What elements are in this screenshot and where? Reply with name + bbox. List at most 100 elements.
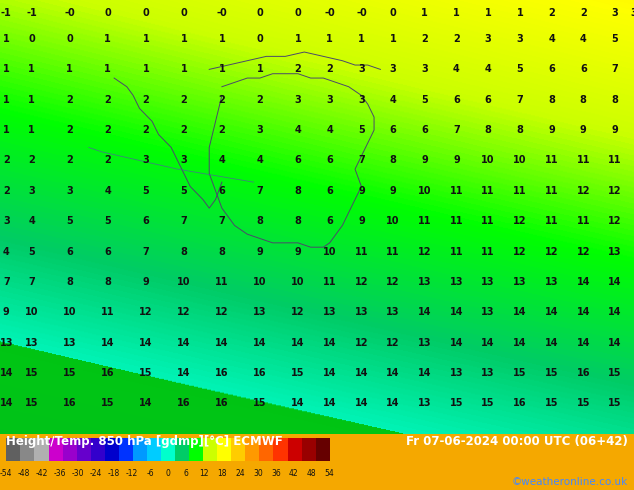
Text: 9: 9: [453, 155, 460, 166]
Text: 11: 11: [545, 216, 559, 226]
Text: 10: 10: [63, 307, 77, 317]
Text: 3: 3: [143, 155, 149, 166]
Text: -0: -0: [217, 8, 227, 18]
Text: 5: 5: [29, 246, 35, 257]
Text: 8: 8: [257, 216, 263, 226]
Text: 13: 13: [354, 307, 368, 317]
Text: 0: 0: [105, 8, 111, 18]
Text: 14: 14: [545, 307, 559, 317]
Text: 11: 11: [450, 246, 463, 257]
Text: 6: 6: [548, 64, 555, 74]
Text: 2: 2: [29, 155, 35, 166]
Text: 2: 2: [219, 125, 225, 135]
Bar: [147, 438, 161, 461]
Text: 7: 7: [29, 277, 35, 287]
Text: 14: 14: [291, 398, 305, 408]
Text: 16: 16: [215, 368, 229, 378]
Text: 11: 11: [354, 246, 368, 257]
Text: 3: 3: [612, 8, 618, 18]
Text: 11: 11: [481, 186, 495, 196]
Text: 6: 6: [422, 125, 428, 135]
Text: 13: 13: [63, 338, 77, 347]
Text: -54: -54: [0, 468, 13, 478]
Text: 1: 1: [181, 34, 187, 44]
Text: 2: 2: [257, 95, 263, 105]
Text: 14: 14: [101, 338, 115, 347]
Text: 13: 13: [323, 307, 337, 317]
Text: 10: 10: [418, 186, 432, 196]
Text: 8: 8: [219, 246, 225, 257]
Bar: [189, 438, 203, 461]
Text: 8: 8: [485, 125, 491, 135]
Text: 10: 10: [25, 307, 39, 317]
Text: 13: 13: [0, 338, 13, 347]
Text: 16: 16: [576, 368, 590, 378]
Text: 3: 3: [3, 216, 10, 226]
Text: 14: 14: [253, 338, 267, 347]
Text: 15: 15: [513, 368, 527, 378]
Text: -48: -48: [18, 468, 30, 478]
Text: 10: 10: [481, 155, 495, 166]
Text: 13: 13: [545, 277, 559, 287]
Text: 14: 14: [177, 338, 191, 347]
Text: 8: 8: [580, 95, 586, 105]
Bar: [231, 438, 245, 461]
Text: 5: 5: [612, 34, 618, 44]
Text: 18: 18: [217, 468, 226, 478]
Text: 5: 5: [181, 186, 187, 196]
Text: 16: 16: [513, 398, 527, 408]
Text: 14: 14: [513, 307, 527, 317]
Text: 12: 12: [418, 246, 432, 257]
Bar: [316, 438, 330, 461]
Bar: [77, 438, 91, 461]
Text: 2: 2: [181, 95, 187, 105]
Bar: [245, 438, 259, 461]
Text: 1: 1: [219, 34, 225, 44]
Bar: [105, 438, 119, 461]
Text: 3: 3: [295, 95, 301, 105]
Text: -24: -24: [90, 468, 102, 478]
Text: -12: -12: [126, 468, 138, 478]
Text: 14: 14: [418, 307, 432, 317]
Text: 14: 14: [291, 338, 305, 347]
Text: 5: 5: [143, 186, 149, 196]
Text: 24: 24: [235, 468, 245, 478]
Text: 12: 12: [576, 246, 590, 257]
Text: 16: 16: [177, 398, 191, 408]
Text: 11: 11: [608, 155, 622, 166]
Text: 14: 14: [323, 398, 337, 408]
Text: 6: 6: [453, 95, 460, 105]
Text: 8: 8: [295, 216, 301, 226]
Text: 2: 2: [105, 95, 111, 105]
Bar: [133, 438, 147, 461]
Text: 5: 5: [67, 216, 73, 226]
Text: 3: 3: [630, 8, 634, 18]
Text: 9: 9: [358, 186, 365, 196]
Text: 14: 14: [354, 398, 368, 408]
Text: 11: 11: [481, 216, 495, 226]
Text: -36: -36: [54, 468, 67, 478]
Text: 1: 1: [143, 34, 149, 44]
Text: 4: 4: [295, 125, 301, 135]
Bar: [217, 438, 231, 461]
Text: 10: 10: [323, 246, 337, 257]
Bar: [175, 438, 189, 461]
Text: 1: 1: [181, 64, 187, 74]
Bar: [20, 438, 34, 461]
Text: 1: 1: [453, 8, 460, 18]
Text: 11: 11: [576, 155, 590, 166]
Text: 2: 2: [3, 155, 10, 166]
Text: 6: 6: [143, 216, 149, 226]
Text: 12: 12: [608, 216, 622, 226]
Text: 1: 1: [67, 64, 73, 74]
Text: 1: 1: [485, 8, 491, 18]
Text: 7: 7: [358, 155, 365, 166]
Text: 6: 6: [580, 64, 586, 74]
Text: 10: 10: [513, 155, 527, 166]
Text: 4: 4: [29, 216, 35, 226]
Text: 48: 48: [307, 468, 316, 478]
Text: 14: 14: [576, 338, 590, 347]
Text: 2: 2: [67, 155, 73, 166]
Text: 10: 10: [386, 216, 400, 226]
Text: 6: 6: [295, 155, 301, 166]
